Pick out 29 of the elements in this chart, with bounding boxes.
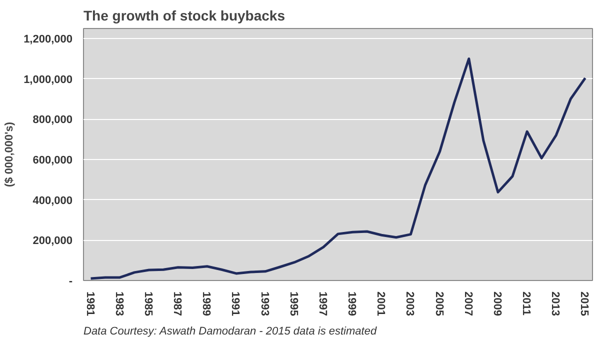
x-tick-label: 1997 — [316, 292, 328, 316]
x-tick-label: 1989 — [200, 292, 212, 316]
y-axis-title: ($ 000,000's) — [4, 122, 16, 187]
y-tick-label: 600,000 — [32, 154, 73, 167]
y-tick-label: 200,000 — [32, 235, 73, 248]
x-tick-label: 2007 — [462, 292, 474, 316]
x-tick-label: 2011 — [520, 292, 532, 316]
x-tick-label: 1985 — [142, 292, 154, 316]
x-tick-label: 1983 — [112, 292, 125, 316]
y-tick-label: 1,200,000 — [24, 34, 72, 46]
x-tick-label: 1999 — [346, 292, 358, 316]
x-tick-label: 2001 — [374, 292, 387, 316]
x-tick-label: 1981 — [84, 292, 96, 316]
x-tick-label: 2013 — [549, 292, 562, 316]
x-tick-label: 2015 — [578, 292, 590, 316]
x-tick-label: 1987 — [171, 292, 184, 316]
x-tick-label: 1993 — [258, 292, 270, 316]
line-series — [90, 57, 586, 280]
y-tick-label: 400,000 — [32, 194, 73, 207]
y-tick-label: 1,000,000 — [24, 74, 72, 86]
text: Data Courtesy: Aswath Damodaran - 2015 data is estimated — [84, 326, 378, 338]
x-tick-label: 2003 — [404, 292, 416, 316]
chart-title: The growth of stock buybacks — [84, 8, 286, 24]
y-tick-label: - — [68, 276, 73, 288]
x-tick-label: 1991 — [229, 292, 242, 316]
x-tick-label: 2005 — [432, 292, 445, 316]
x-tick-label: 2009 — [490, 292, 503, 316]
y-tick-label: 800,000 — [32, 114, 73, 126]
x-tick-label: 1995 — [287, 292, 300, 316]
